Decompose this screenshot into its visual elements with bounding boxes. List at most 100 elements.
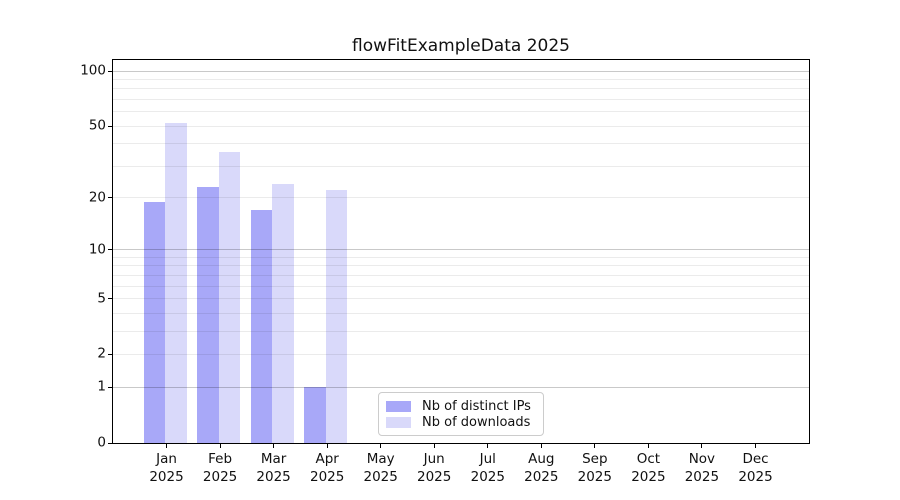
gridline-minor <box>113 98 809 100</box>
x-tick-label-oct: Oct 2025 <box>616 450 680 486</box>
x-tick-label-dec: Dec 2025 <box>724 450 788 486</box>
x-tick-month: May <box>366 451 395 467</box>
x-tick-month: Nov <box>688 451 716 467</box>
x-tick-month: Jun <box>423 451 445 467</box>
gridline-minor <box>113 312 809 314</box>
y-tick-mark <box>108 442 112 444</box>
x-tick-label-jun: Jun 2025 <box>402 450 466 486</box>
chart-title: flowFitExampleData 2025 <box>352 36 570 56</box>
grid-layer <box>113 60 809 443</box>
y-tick-label: 100 <box>80 62 106 79</box>
x-tick-year: 2025 <box>363 469 398 485</box>
y-tick-mark <box>108 249 112 251</box>
x-tick-year: 2025 <box>256 469 291 485</box>
x-tick-label-jul: Jul 2025 <box>456 450 520 486</box>
y-tick-mark <box>108 197 112 199</box>
gridline-minor <box>113 256 809 258</box>
x-tick-label-apr: Apr 2025 <box>295 450 359 486</box>
x-tick-mark <box>273 444 275 448</box>
gridline-minor <box>113 143 809 145</box>
x-tick-year: 2025 <box>738 469 773 485</box>
y-tick-mark <box>108 125 112 127</box>
y-tick-mark <box>108 386 112 388</box>
gridline-minor <box>113 165 809 167</box>
x-tick-mark <box>380 444 382 448</box>
y-tick-label: 20 <box>88 188 106 205</box>
bar-apr-distinct-ips <box>304 387 326 443</box>
x-tick-month: Mar <box>260 451 287 467</box>
x-tick-mark <box>647 444 649 448</box>
x-tick-month: Feb <box>208 451 233 467</box>
gridline-minor <box>113 125 809 127</box>
legend-item-downloads: Nb of downloads <box>386 415 535 432</box>
y-tick-label: 10 <box>88 240 106 257</box>
gridline-minor <box>113 274 809 276</box>
bar-apr-downloads <box>325 190 348 443</box>
x-tick-label-jan: Jan 2025 <box>135 450 199 486</box>
x-tick-label-mar: Mar 2025 <box>242 450 306 486</box>
x-tick-label-feb: Feb 2025 <box>188 450 252 486</box>
x-tick-year: 2025 <box>149 469 184 485</box>
x-tick-year: 2025 <box>310 469 345 485</box>
x-tick-mark <box>326 444 328 448</box>
x-tick-year: 2025 <box>470 469 505 485</box>
bar-jan-downloads <box>165 123 187 443</box>
x-tick-mark <box>166 444 167 448</box>
x-tick-mark <box>701 444 703 448</box>
y-tick-mark <box>108 298 112 300</box>
y-tick-mark <box>108 70 112 72</box>
x-tick-month: Jan <box>156 451 177 467</box>
x-tick-label-nov: Nov 2025 <box>670 450 734 486</box>
gridline-major <box>113 70 809 72</box>
x-tick-month: Apr <box>315 451 339 467</box>
gridline-minor <box>113 285 809 287</box>
gridline-major <box>113 386 809 388</box>
y-tick-label: 0 <box>97 434 106 451</box>
x-tick-year: 2025 <box>577 469 612 485</box>
x-tick-year: 2025 <box>684 469 720 485</box>
gridline-minor <box>113 111 809 113</box>
x-tick-mark <box>594 444 596 448</box>
y-tick-label: 50 <box>88 117 106 134</box>
gridline-minor <box>113 265 809 267</box>
bar-jan-distinct-ips <box>143 201 166 443</box>
gridline-minor <box>113 330 809 332</box>
x-tick-mark <box>219 444 221 448</box>
legend-label-downloads: Nb of downloads <box>422 415 531 431</box>
x-tick-month: Aug <box>528 451 555 467</box>
gridline-minor <box>113 88 809 90</box>
y-tick-label: 1 <box>97 378 106 395</box>
x-tick-month: Jul <box>479 451 496 467</box>
gridline-minor <box>113 298 809 300</box>
legend-swatch-distinct-ips <box>386 400 411 412</box>
x-tick-mark <box>755 444 756 448</box>
y-tick-mark <box>108 353 112 355</box>
bar-mar-distinct-ips <box>250 210 273 443</box>
plot-area: Nb of distinct IPs Nb of downloads <box>112 59 810 444</box>
y-tick-label: 2 <box>97 345 106 362</box>
x-tick-year: 2025 <box>202 469 238 485</box>
gridline-major <box>113 249 809 251</box>
gridline-minor <box>113 78 809 80</box>
x-tick-year: 2025 <box>417 469 452 485</box>
y-tick-label: 5 <box>97 289 106 306</box>
x-tick-label-aug: Aug 2025 <box>509 450 573 486</box>
x-tick-label-may: May 2025 <box>349 450 413 486</box>
gridline-minor <box>113 353 809 355</box>
x-tick-month: Oct <box>636 451 661 467</box>
legend-swatch-downloads <box>386 417 411 429</box>
x-tick-mark <box>540 444 542 448</box>
x-tick-month: Dec <box>742 451 769 467</box>
legend: Nb of distinct IPs Nb of downloads <box>378 392 544 436</box>
bar-feb-downloads <box>218 151 241 443</box>
x-tick-mark <box>487 444 489 448</box>
bar-feb-distinct-ips <box>197 186 219 443</box>
legend-item-distinct-ips: Nb of distinct IPs <box>386 398 535 415</box>
gridline-minor <box>113 197 809 199</box>
x-tick-label-sep: Sep 2025 <box>563 450 627 486</box>
x-tick-year: 2025 <box>631 469 666 485</box>
x-tick-mark <box>433 444 435 448</box>
x-tick-year: 2025 <box>524 469 559 485</box>
legend-label-distinct-ips: Nb of distinct IPs <box>422 398 531 414</box>
